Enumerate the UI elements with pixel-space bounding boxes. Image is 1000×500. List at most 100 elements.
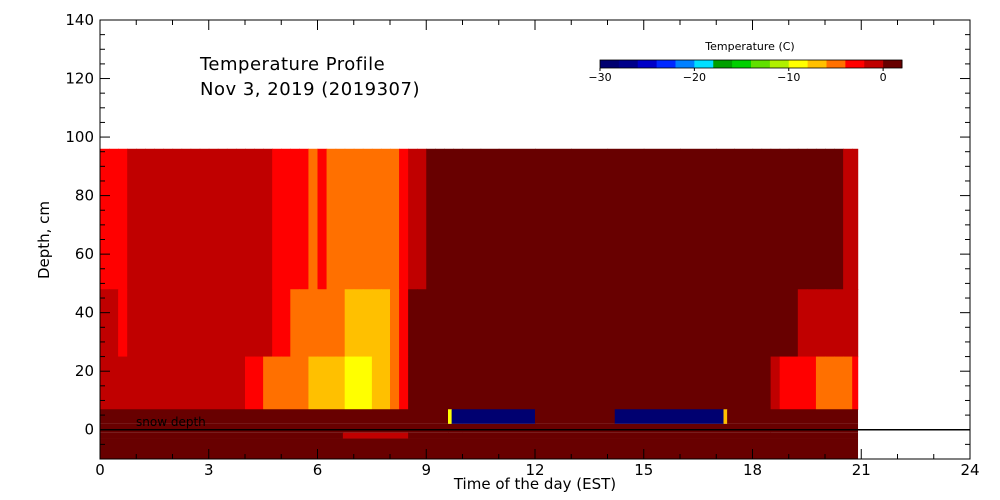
heat-cell: [834, 356, 844, 410]
heat-cell: [390, 148, 400, 290]
heat-cell: [453, 289, 464, 358]
heat-cell: [290, 148, 300, 290]
heat-cell: [172, 289, 183, 358]
colorbar-swatch: [807, 60, 827, 68]
heat-cell: [145, 289, 155, 358]
colorbar-swatch: [694, 60, 714, 68]
heat-cell: [335, 356, 346, 410]
heat-cell: [109, 356, 119, 410]
heat-cell: [852, 356, 859, 410]
colorbar-tick-label: −30: [588, 71, 611, 84]
x-axis-title: Time of the day (EST): [453, 475, 616, 493]
heat-cell: [480, 356, 500, 410]
heat-cell: [344, 148, 355, 290]
heat-cell: [308, 289, 319, 358]
heat-cell: [199, 356, 210, 410]
colorbar-swatch: [788, 60, 809, 68]
heat-cell: [716, 148, 735, 290]
heat-cell: [235, 148, 246, 290]
heat-cell: [263, 356, 273, 410]
heat-cell: [498, 289, 536, 358]
heat-cell: [462, 148, 482, 290]
heat-cell: [815, 148, 826, 290]
colorbar-swatch: [637, 60, 658, 68]
heat-cell: [308, 356, 319, 410]
heat-cell: [779, 289, 790, 358]
heat-cell: [834, 148, 844, 290]
heat-cell: [462, 289, 482, 358]
heat-cell: [643, 356, 681, 410]
heat-cell: [254, 148, 264, 290]
heat-cell: [607, 148, 645, 290]
heat-cell: [217, 289, 228, 358]
heat-cell: [371, 148, 382, 290]
heat-cell: [761, 356, 772, 410]
labels: Temperature Profile Nov 3, 2019 (2019307…: [35, 40, 795, 493]
heat-cell: [797, 356, 808, 410]
heat-cell: [272, 289, 282, 358]
heat-cell: [607, 289, 645, 358]
colorbar-swatch: [826, 60, 846, 68]
y-tick-label: 120: [65, 70, 94, 88]
heat-cell: [417, 148, 427, 290]
heat-cell: [825, 356, 835, 410]
x-tick-label: 3: [204, 461, 214, 479]
heat-cell: [272, 148, 282, 290]
heat-cell: [797, 148, 808, 290]
heat-cell: [217, 148, 228, 290]
heat-cell: [390, 356, 400, 410]
heat-cell: [399, 356, 409, 410]
heat-cell: [806, 289, 817, 358]
heat-cell: [299, 289, 310, 358]
heat-cell: [371, 289, 382, 358]
heat-cell: [852, 289, 859, 358]
heat-cell: [317, 356, 328, 410]
heat-cell: [761, 148, 772, 290]
heat-cell: [109, 148, 119, 290]
heat-cell: [380, 148, 391, 290]
heat-cell: [290, 356, 300, 410]
heat-cell: [208, 356, 219, 410]
heat-cell: [752, 289, 763, 358]
soil-layer-cell: [770, 432, 859, 439]
heat-cell: [109, 289, 119, 358]
heat-cell: [435, 356, 445, 410]
heat-cell: [263, 148, 273, 290]
colorbar-tick-label: −20: [683, 71, 706, 84]
heat-cell: [480, 148, 500, 290]
heat-cell: [734, 289, 754, 358]
heat-cell: [752, 356, 763, 410]
x-tick-label: 0: [95, 461, 105, 479]
x-tick-label: 21: [852, 461, 871, 479]
heat-cell: [100, 148, 110, 290]
heat-cell: [118, 148, 128, 290]
soil-layer-cell: [100, 423, 463, 433]
heat-cell: [815, 289, 826, 358]
heat-cell: [788, 148, 799, 290]
heatmap-cells: [100, 148, 970, 459]
heat-cell: [100, 356, 110, 410]
heat-cell: [571, 356, 609, 410]
heat-cell: [163, 148, 174, 290]
heat-cell: [825, 148, 835, 290]
heat-cell: [834, 289, 844, 358]
heat-cell: [190, 148, 201, 290]
x-tick-label: 15: [634, 461, 653, 479]
heat-cell: [362, 356, 373, 410]
soil-layer-cell: [462, 423, 772, 433]
heat-cell: [326, 356, 337, 410]
heat-cell: [843, 148, 853, 290]
heat-cell: [770, 356, 781, 410]
x-tick-label: 9: [421, 461, 431, 479]
heat-cell: [380, 356, 391, 410]
heat-cell: [226, 356, 237, 410]
heat-cell: [245, 148, 255, 290]
colorbar-swatch: [883, 60, 903, 68]
heat-cell: [127, 148, 137, 290]
heat-cell: [435, 148, 445, 290]
heat-cell: [317, 289, 328, 358]
heat-cell: [734, 356, 754, 410]
heat-cell: [254, 289, 264, 358]
heat-cell: [136, 148, 146, 290]
